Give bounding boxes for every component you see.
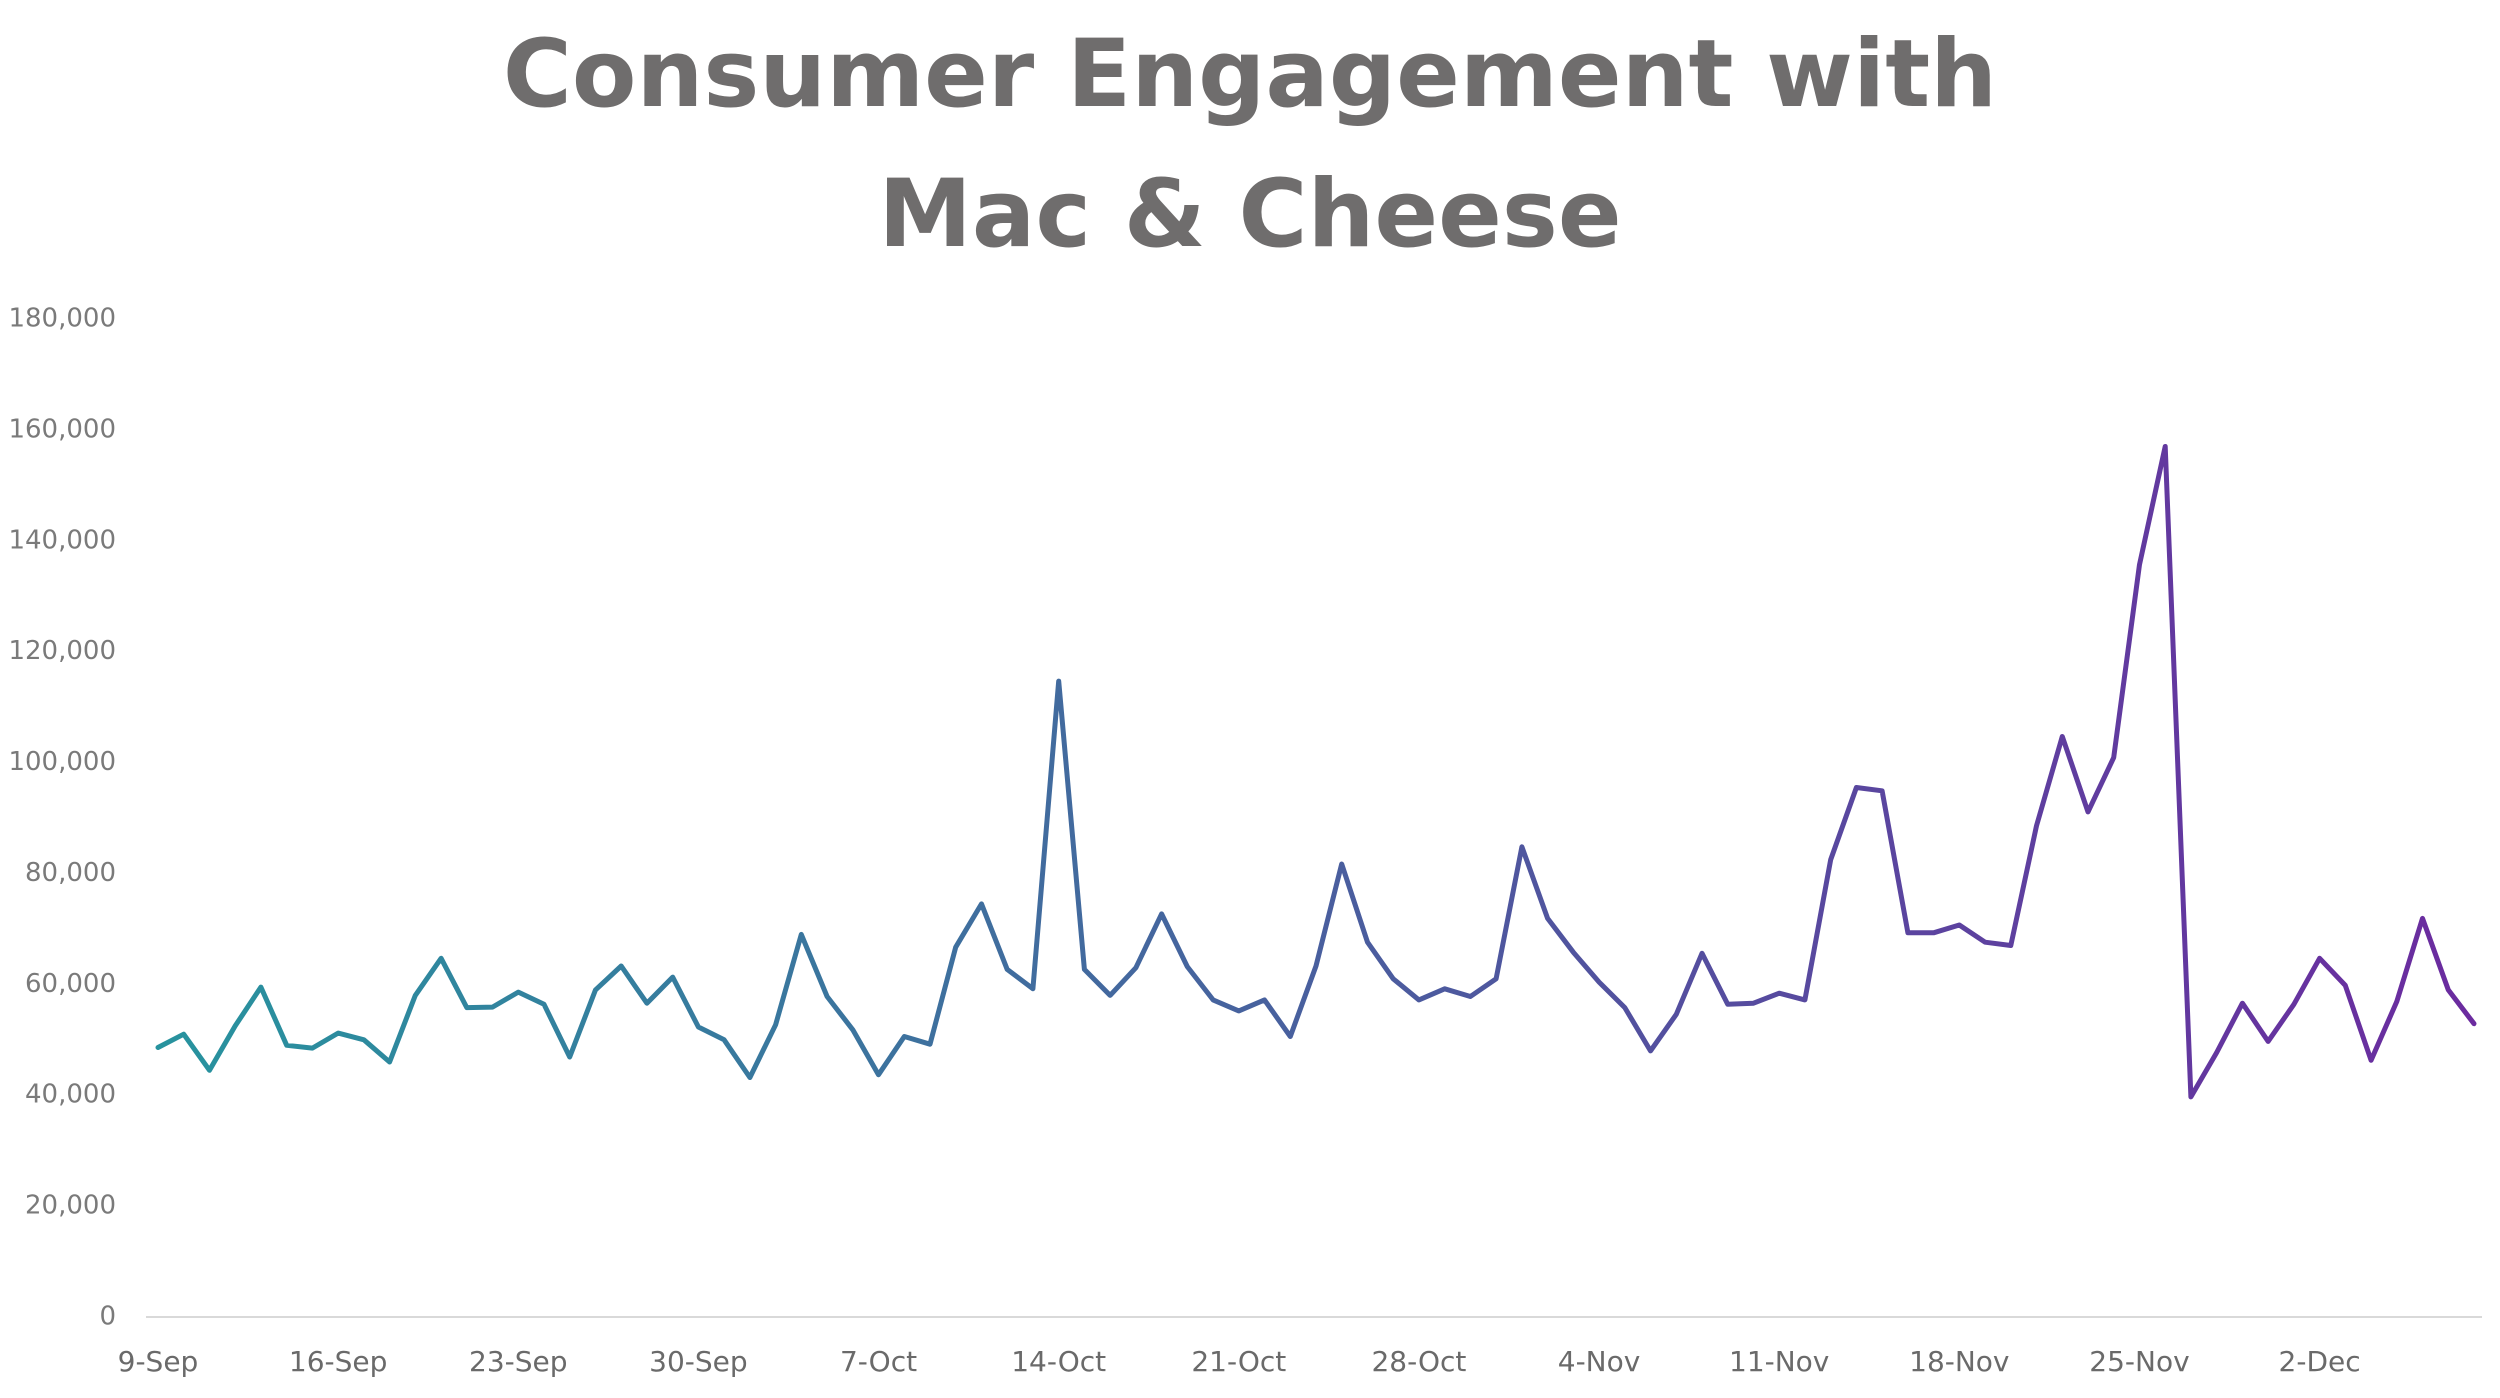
x-tick-label: 9-Sep: [118, 1345, 199, 1378]
x-tick-label: 7-Oct: [840, 1345, 917, 1378]
y-tick-label: 100,000: [8, 747, 116, 777]
x-tick-label: 28-Oct: [1371, 1345, 1466, 1378]
chart-title: Consumer Engagement with: [503, 20, 1997, 129]
x-tick-label: 18-Nov: [1909, 1345, 2009, 1378]
y-tick-label: 180,000: [8, 304, 116, 334]
x-tick-label: 14-Oct: [1011, 1345, 1106, 1378]
y-tick-label: 60,000: [25, 969, 116, 999]
x-tick-label: 30-Sep: [649, 1345, 748, 1378]
x-tick-label: 11-Nov: [1729, 1345, 1829, 1378]
chart-title: Mac & Cheese: [878, 160, 1621, 269]
x-tick-label: 2-Dec: [2279, 1345, 2361, 1378]
data-line: [155, 444, 2477, 1100]
y-tick-label: 120,000: [8, 636, 116, 666]
y-tick-label: 80,000: [25, 858, 116, 888]
x-tick-label: 21-Oct: [1191, 1345, 1286, 1378]
x-tick-label: 23-Sep: [469, 1345, 568, 1378]
y-tick-label: 140,000: [8, 525, 116, 555]
x-tick-label: 25-Nov: [2089, 1345, 2189, 1378]
y-tick-label: 160,000: [8, 414, 116, 444]
x-tick-label: 16-Sep: [289, 1345, 388, 1378]
y-tick-label: 20,000: [25, 1191, 116, 1221]
x-tick-label: 4-Nov: [1558, 1345, 1641, 1378]
y-tick-label: 40,000: [25, 1080, 116, 1110]
y-tick-label: 0: [99, 1302, 116, 1332]
